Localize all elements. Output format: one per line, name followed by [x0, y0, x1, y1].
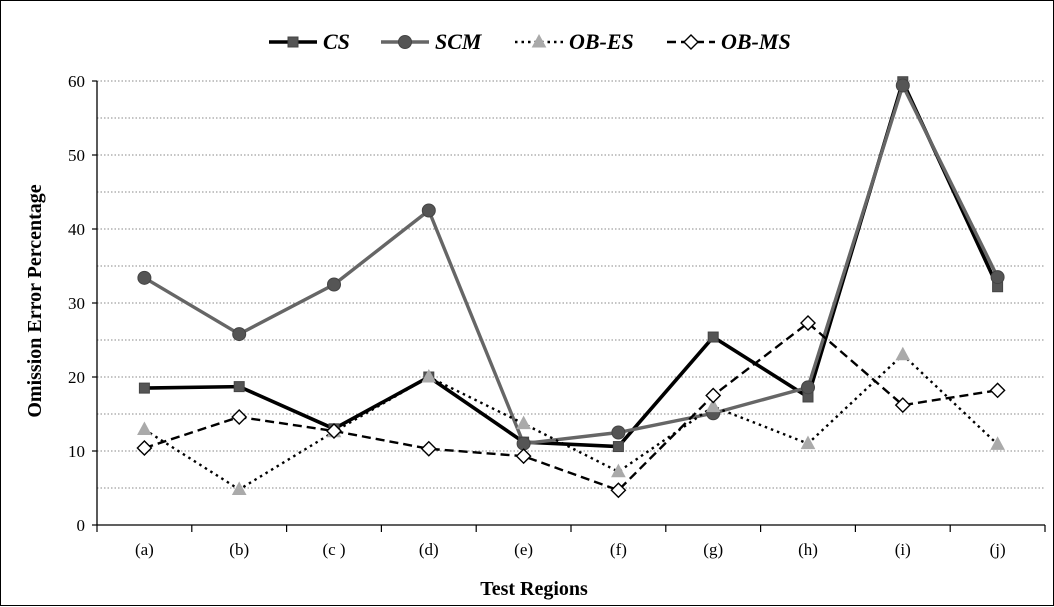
x-tick-label: (b) — [229, 540, 249, 559]
series-line-ob-ms — [144, 321, 998, 492]
data-point-ob-es — [231, 481, 247, 495]
series-lines — [143, 79, 1000, 492]
data-point-cs — [138, 382, 150, 394]
data-point-ob-es — [421, 368, 437, 383]
data-point-scm — [232, 327, 247, 342]
legend-item-cs: CS — [269, 29, 350, 54]
data-point-ob-es — [990, 436, 1005, 450]
data-point-scm — [137, 270, 152, 285]
y-tick-label: 40 — [68, 220, 85, 239]
data-point-ob-ms — [989, 382, 1006, 399]
series-line-cs — [144, 79, 1000, 449]
data-point-ob-es — [895, 346, 911, 361]
data-point-ob-ms — [705, 387, 722, 404]
data-point-ob-es — [611, 463, 626, 478]
data-point-scm — [421, 203, 436, 218]
x-tick-labels: (a) (b) (c ) (d) (e) (f) (g) (h) (i) (j) — [96, 525, 1046, 559]
data-point-scm — [895, 78, 910, 93]
legend-marker-scm — [398, 35, 412, 49]
legend-item-scm: SCM — [381, 29, 483, 54]
legend-marker-cs — [287, 36, 299, 48]
y-tick-label: 50 — [68, 146, 85, 165]
y-tick-label: 30 — [68, 294, 85, 313]
legend-label-scm: SCM — [435, 29, 483, 54]
data-point-ob-es — [137, 421, 152, 436]
x-tick-label: (g) — [703, 540, 723, 559]
data-point-scm — [516, 436, 531, 451]
data-point-ob-es — [800, 435, 816, 450]
data-point-cs — [707, 331, 719, 343]
data-point-ob-ms — [515, 448, 532, 465]
legend: CS SCM OB-ES OB-MS — [269, 29, 791, 54]
x-tick-label: (h) — [798, 540, 818, 559]
data-point-scm — [801, 380, 815, 395]
y-tick-labels: 0 10 20 30 40 50 60 — [68, 72, 97, 535]
x-tick-label: (e) — [514, 540, 533, 559]
legend-item-ob-es: OB-ES — [515, 29, 634, 54]
data-point-scm — [611, 425, 626, 440]
data-point-scm — [990, 270, 1005, 285]
y-tick-label: 0 — [77, 516, 86, 535]
x-tick-label: (d) — [419, 540, 439, 559]
series-markers — [136, 76, 1006, 499]
data-point-scm — [327, 277, 341, 292]
x-tick-label: (j) — [990, 540, 1006, 559]
data-point-ob-ms — [231, 408, 248, 425]
data-point-cs — [233, 381, 245, 393]
legend-label-ob-ms: OB-MS — [721, 29, 791, 54]
data-point-ob-ms — [610, 482, 627, 499]
legend-label-ob-es: OB-ES — [569, 29, 634, 54]
y-tick-label: 10 — [68, 442, 85, 461]
y-tick-label: 60 — [68, 72, 85, 91]
data-point-ob-ms — [136, 440, 153, 457]
legend-item-ob-ms: OB-MS — [667, 29, 791, 54]
data-point-ob-ms — [326, 423, 342, 440]
gridlines — [97, 80, 1045, 489]
x-axis-title: Test Regions — [480, 578, 588, 600]
data-point-ob-ms — [420, 440, 437, 457]
data-point-ob-es — [705, 398, 721, 413]
series-line-ob-es — [143, 353, 999, 491]
data-point-ob-ms — [894, 397, 911, 414]
legend-marker-ob-es — [531, 33, 547, 48]
data-point-ob-ms — [800, 314, 816, 331]
x-tick-label: (c ) — [322, 540, 345, 559]
x-tick-label: (a) — [135, 540, 154, 559]
data-point-cs — [612, 441, 624, 453]
series-line-scm — [143, 83, 1000, 446]
legend-marker-ob-ms — [683, 34, 699, 50]
y-tick-label: 20 — [68, 368, 85, 387]
legend-label-cs: CS — [323, 29, 350, 54]
data-point-ob-es — [516, 415, 531, 430]
x-tick-label: (f) — [610, 540, 627, 559]
x-tick-label: (i) — [895, 540, 911, 559]
y-axis-title: Omission Error Percentage — [24, 184, 46, 417]
